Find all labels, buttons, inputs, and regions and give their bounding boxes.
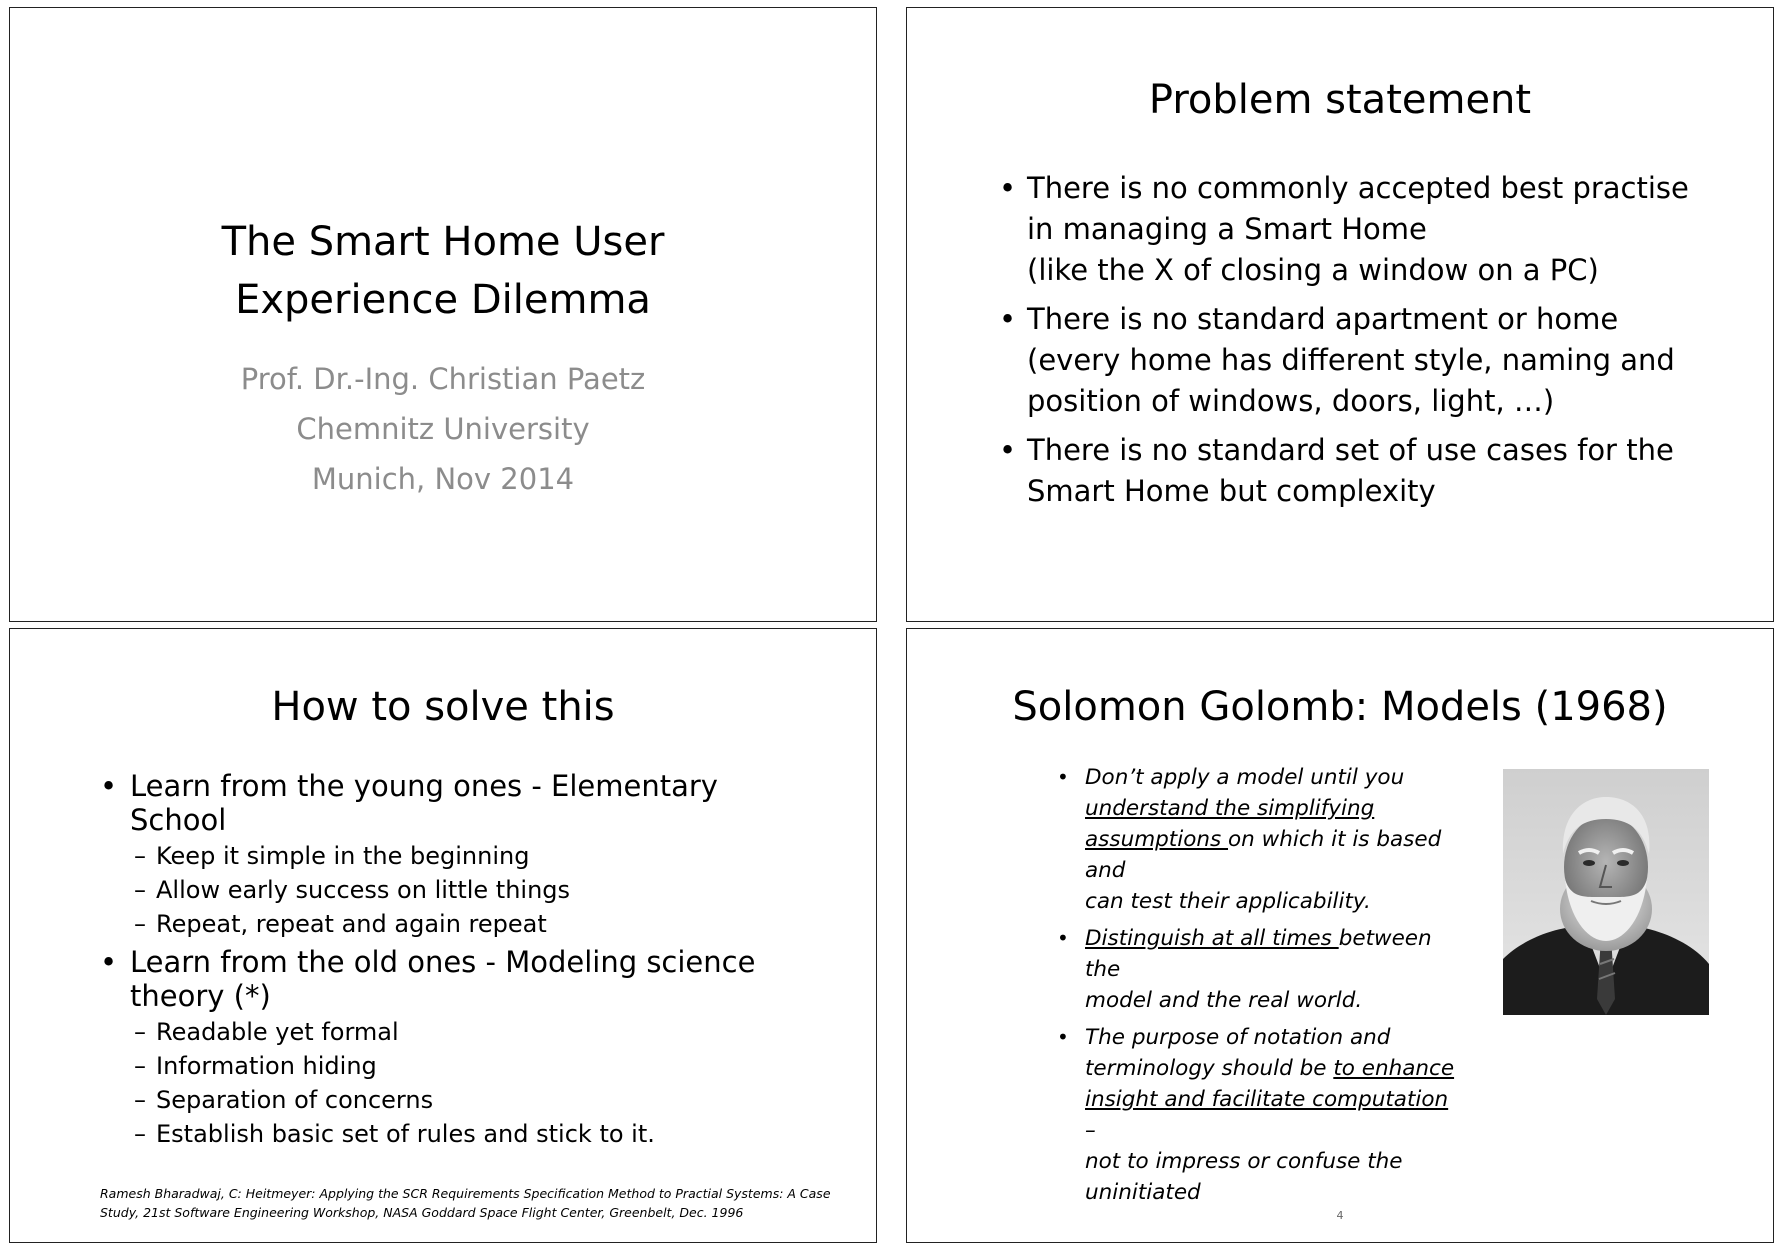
sub-bullet-item: Allow early success on little things [130,873,800,907]
bullet-line: in managing a Smart Home [1027,212,1427,246]
slide-title: How to solve this [271,684,615,730]
bullet-line: position of windows, doors, light, …) [1027,384,1555,418]
bullet-item: There is no standard set of use cases fo… [999,430,1739,512]
sub-bullet-list: Keep it simple in the beginning Allow ea… [130,839,800,941]
bullet-item: Distinguish at all times between the mod… [1057,923,1457,1016]
sub-bullet-item: Information hiding [130,1049,800,1083]
slide-title: Problem statement [1148,77,1532,123]
slide-how-to-solve: How to solve this Learn from the young o… [9,628,877,1243]
slide-title: Solomon Golomb: Models (1968) [1012,684,1668,730]
title-line-2: Experience Dilemma [235,277,651,323]
bullet-item: Don’t apply a model until you understand… [1057,762,1457,917]
sub-bullet-item: Keep it simple in the beginning [130,839,800,873]
bullet-text: terminology should be [1085,1056,1334,1081]
sub-bullet-item: Repeat, repeat and again repeat [130,907,800,941]
bullet-line: (every home has different style, naming … [1027,343,1675,377]
bullet-text: Don’t apply a model until you [1085,765,1405,790]
place-date: Munich, Nov 2014 [311,462,575,496]
bullet-line: There is no standard set of use cases fo… [1027,433,1674,467]
footnote-line: Study, 21st Software Engineering Worksho… [100,1205,744,1220]
bullet-text: not to impress or confuse the [1085,1149,1403,1174]
bullet-line: Learn from the young ones - Elementary [130,769,718,803]
bullet-line: theory (*) [130,979,271,1013]
bullet-item: Learn from the old ones - Modeling scien… [100,945,800,1151]
page-number: 4 [1336,1209,1344,1222]
bullet-text: uninitiated [1085,1180,1201,1205]
author: Prof. Dr.-Ing. Christian Paetz [240,362,646,396]
bullet-line: (like the X of closing a window on a PC) [1027,253,1599,287]
bullet-line: Learn from the old ones - Modeling scien… [130,945,756,979]
sub-bullet-item: Establish basic set of rules and stick t… [130,1117,800,1151]
bullet-line: There is no standard apartment or home [1027,302,1619,336]
sub-bullet-item: Readable yet formal [130,1015,800,1049]
bullet-line: School [130,803,227,837]
bullet-text: model and the real world. [1085,988,1363,1013]
bullet-item: Learn from the young ones - Elementary S… [100,769,800,941]
footnote-line: Ramesh Bharadwaj, C: Heitmeyer: Applying… [100,1186,831,1201]
bullet-line: Smart Home but complexity [1027,474,1436,508]
bullet-line: There is no commonly accepted best pract… [1027,171,1689,205]
sub-bullet-list: Readable yet formal Information hiding S… [130,1015,800,1151]
slide-golomb-models: Solomon Golomb: Models (1968) Don’t appl… [906,628,1774,1243]
portrait-photo [1503,769,1709,1015]
underlined-text: to enhance [1333,1056,1455,1081]
presentation-title: The Smart Home User Experience Dilemma [10,213,876,329]
affiliation: Chemnitz University [296,412,590,446]
bullet-list: Learn from the young ones - Elementary S… [100,769,800,1155]
bullet-list: There is no commonly accepted best pract… [999,168,1739,520]
slide-title-page: The Smart Home User Experience Dilemma P… [9,7,877,622]
footnote-citation: Ramesh Bharadwaj, C: Heitmeyer: Applying… [100,1184,860,1222]
bullet-text: on which it is based and [1085,827,1442,883]
bullet-text: between the [1085,926,1432,982]
title-line-1: The Smart Home User [221,219,665,265]
subtitle-block: Prof. Dr.-Ing. Christian Paetz Chemnitz … [10,354,876,504]
underlined-text: Distinguish at all times [1085,926,1339,951]
underlined-text: understand the simplifying [1085,796,1375,821]
bullet-text: can test their applicability. [1085,889,1371,914]
bullet-item: The purpose of notation and terminology … [1057,1022,1457,1208]
sub-bullet-item: Separation of concerns [130,1083,800,1117]
bullet-item: There is no commonly accepted best pract… [999,168,1739,291]
slide-problem-statement: Problem statement There is no commonly a… [906,7,1774,622]
underlined-text: insight and facilitate computation [1085,1087,1449,1112]
underlined-text: assumptions [1085,827,1229,852]
bullet-item: There is no standard apartment or home (… [999,299,1739,422]
bullet-text: The purpose of notation and [1085,1025,1391,1050]
bullet-list: Don’t apply a model until you understand… [1057,762,1457,1214]
bullet-text: – [1085,1118,1096,1143]
